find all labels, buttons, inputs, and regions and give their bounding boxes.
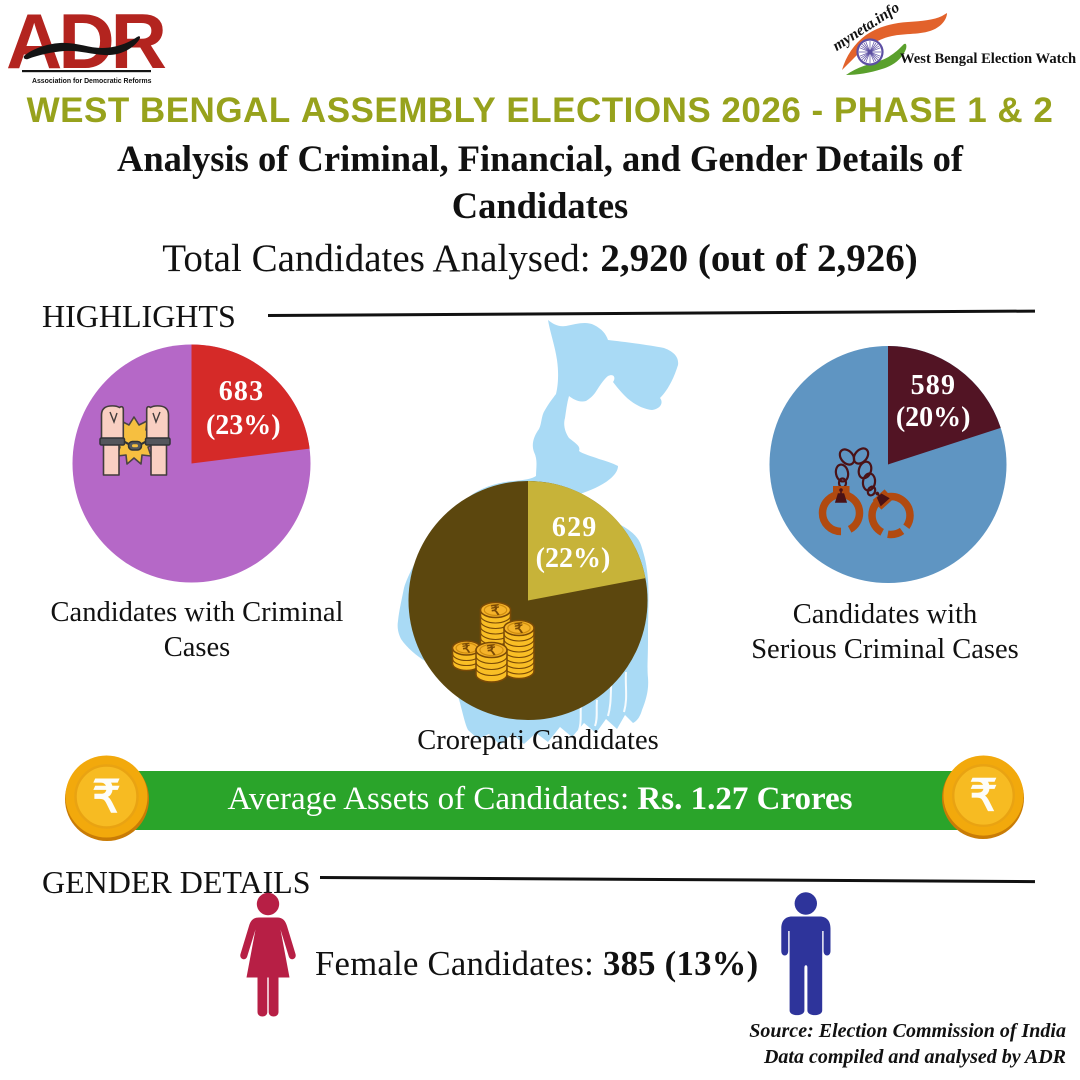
- svg-text:₹: ₹: [970, 772, 998, 821]
- svg-text:(23%): (23%): [206, 410, 281, 441]
- svg-text:ADR: ADR: [6, 6, 166, 85]
- svg-text:₹: ₹: [490, 603, 501, 619]
- svg-text:589: 589: [911, 370, 957, 401]
- svg-text:629: 629: [552, 512, 598, 543]
- svg-text:₹: ₹: [486, 643, 497, 659]
- svg-text:₹: ₹: [461, 640, 472, 656]
- svg-text:Association for Democratic Ref: Association for Democratic Reforms: [32, 78, 152, 85]
- svg-text:₹: ₹: [92, 771, 121, 822]
- svg-text:West Bengal Election Watch: West Bengal Election Watch: [900, 51, 1076, 67]
- svg-text:(22%): (22%): [536, 543, 611, 574]
- svg-text:683: 683: [219, 376, 265, 407]
- svg-text:(20%): (20%): [896, 402, 971, 433]
- svg-text:₹: ₹: [514, 621, 525, 637]
